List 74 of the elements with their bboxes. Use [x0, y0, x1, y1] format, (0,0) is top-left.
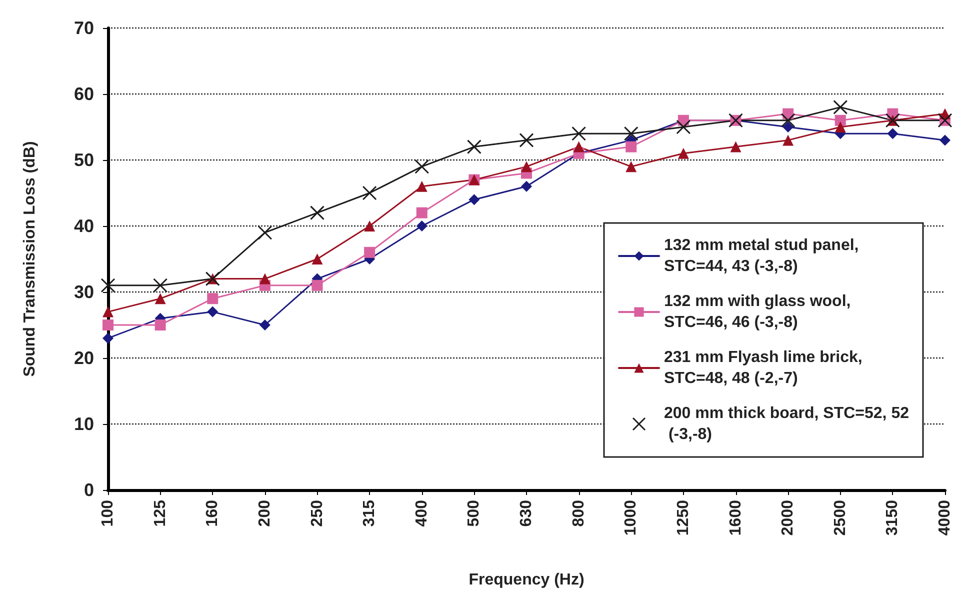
point [833, 100, 848, 114]
point [416, 220, 428, 232]
point [521, 161, 532, 172]
legend-label: 132 mm metal stud panel, STC=44, 43 (-3,-8) [664, 237, 864, 275]
point [782, 134, 794, 146]
point [153, 278, 168, 293]
point [102, 306, 114, 318]
x-tick-label: 630 [518, 500, 535, 527]
x-tick-label: 3150 [884, 500, 902, 536]
point [573, 141, 584, 152]
legend-label: 200 mm thick board, STC=52, 52 (-3,-8) [664, 405, 910, 443]
y-axis-title: Sound Transmission Loss (dB) [22, 141, 38, 377]
y-tick-label: 10 [74, 414, 94, 434]
point [626, 141, 637, 152]
x-tick-label: 4000 [936, 500, 954, 536]
y-tick-label: 0 [84, 480, 94, 500]
point [782, 122, 794, 132]
x-tick-label: 1600 [727, 500, 744, 536]
point [154, 320, 166, 330]
x-tick-label: 2000 [780, 500, 797, 536]
point [312, 254, 323, 264]
y-tick-label: 20 [74, 348, 94, 368]
point [207, 306, 218, 318]
y-tick-label: 70 [74, 18, 94, 38]
point [100, 278, 116, 293]
x-tick-label: 1000 [622, 500, 640, 536]
point [364, 220, 376, 232]
point [468, 194, 480, 206]
y-tick-label: 40 [74, 216, 94, 236]
point [362, 186, 377, 200]
point [207, 293, 218, 304]
point [259, 273, 270, 284]
x-tick-label: 100 [100, 500, 116, 527]
x-axis-title: Frequency (Hz) [468, 572, 584, 588]
point [414, 159, 430, 174]
x-tick-label: 500 [466, 500, 483, 527]
point [259, 320, 270, 330]
point [466, 140, 482, 154]
point [730, 141, 742, 152]
point [834, 122, 846, 132]
x-tick-label: 800 [570, 500, 588, 527]
legend-label: 231 mm Flyash lime brick, STC=48, 48 (-2,-7) [664, 349, 867, 387]
point [834, 114, 846, 126]
point [310, 206, 324, 220]
point [940, 134, 950, 146]
point [102, 332, 114, 344]
point [572, 126, 586, 141]
x-tick-label: 2500 [832, 500, 849, 536]
point [678, 148, 689, 159]
x-tick-label: 125 [152, 500, 169, 527]
point [624, 126, 638, 141]
point [364, 246, 376, 258]
point [887, 128, 898, 140]
point [521, 180, 532, 192]
x-tick-label: 160 [204, 500, 222, 527]
point [676, 120, 691, 134]
point [154, 293, 166, 304]
y-tick-label: 60 [74, 84, 94, 104]
point [416, 207, 428, 218]
x-tick-label: 1250 [674, 500, 692, 536]
x-tick-label: 200 [256, 500, 274, 527]
y-tick-label: 50 [74, 150, 94, 170]
x-tick-label: 250 [308, 500, 326, 527]
point [626, 161, 637, 172]
point [519, 132, 534, 148]
point [780, 113, 796, 128]
x-tick-label: 315 [361, 500, 378, 527]
y-tick-label: 30 [74, 282, 94, 302]
point [102, 320, 114, 330]
point [312, 280, 323, 291]
x-tick-label: 400 [413, 500, 430, 527]
point [416, 180, 428, 192]
point [258, 225, 272, 240]
legend-label: 132 mm with glass wool, STC=46, 46 (-3,-8) [664, 293, 856, 331]
